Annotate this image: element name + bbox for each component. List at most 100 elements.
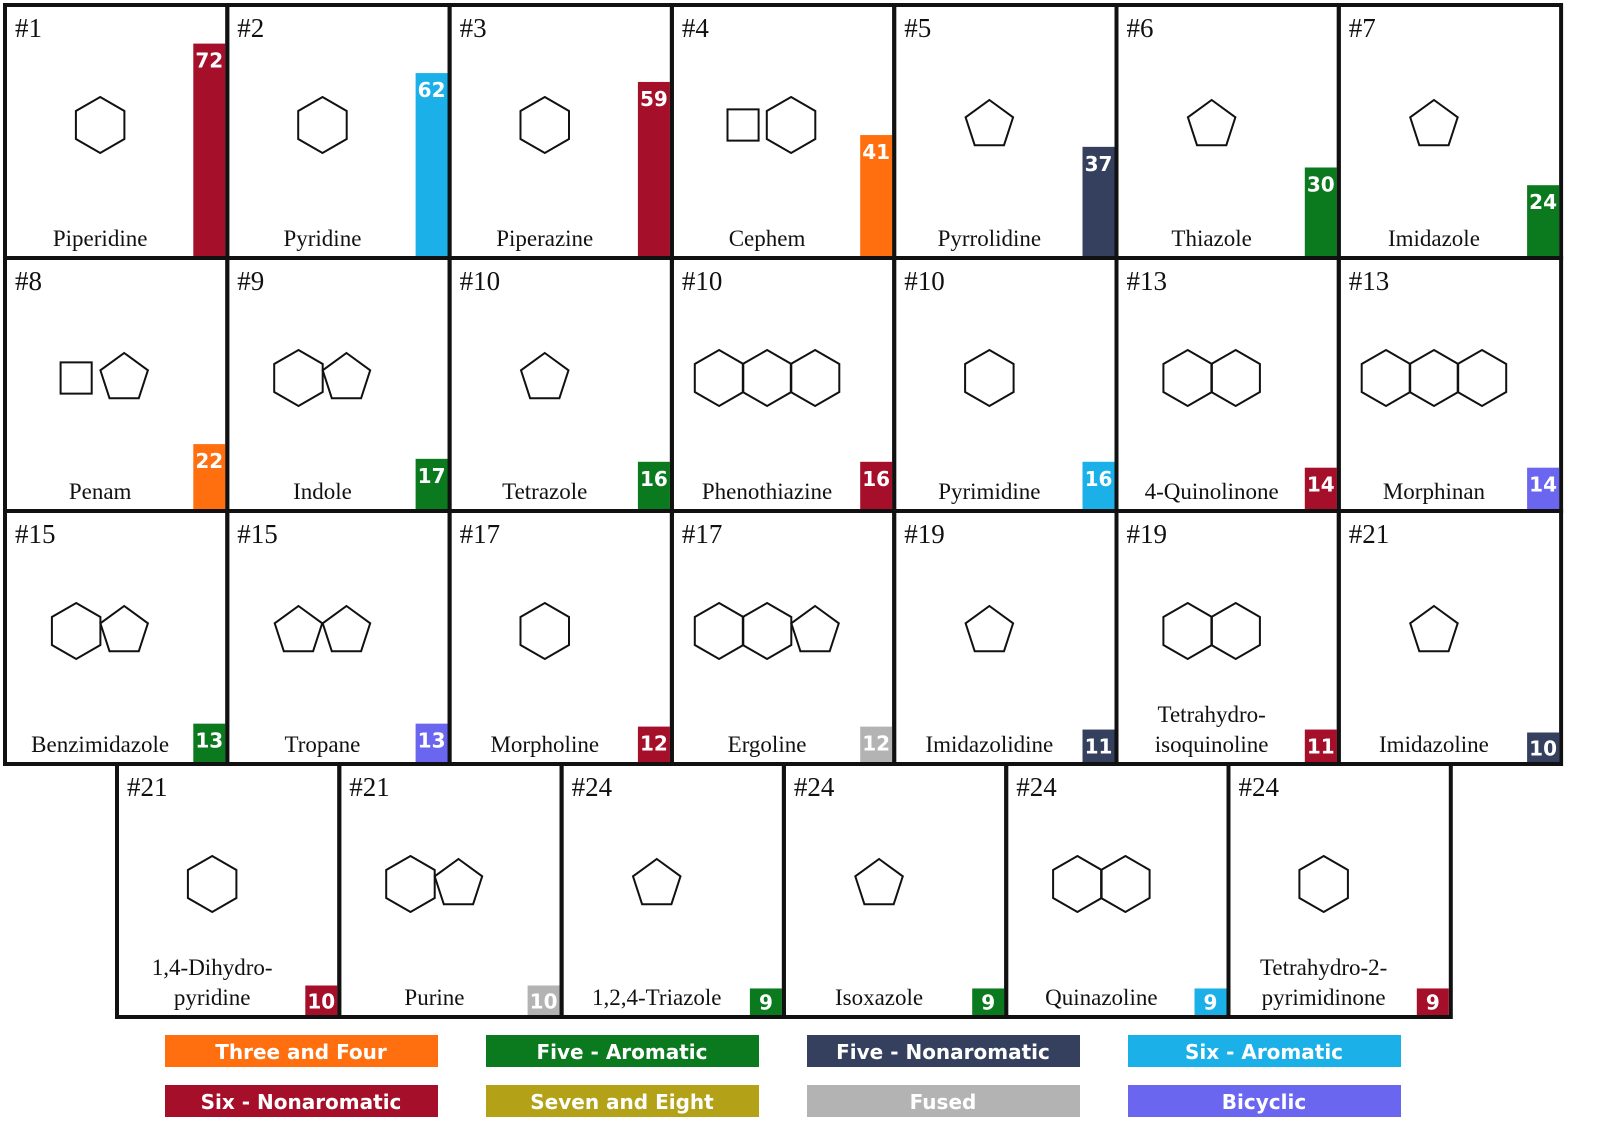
rank: #21 xyxy=(127,772,168,802)
rank: #10 xyxy=(904,266,945,296)
bar xyxy=(637,81,670,256)
structure xyxy=(1298,854,1349,914)
bar xyxy=(415,458,448,509)
structure xyxy=(519,351,570,400)
legend-swatch xyxy=(486,1035,759,1067)
structure xyxy=(321,351,372,400)
legend-label: Three and Four xyxy=(215,1040,387,1064)
bar xyxy=(527,985,560,1015)
cell-name: Benzimidazole xyxy=(31,732,169,757)
cell-name: Tetrahydro-2- xyxy=(1260,955,1387,980)
structure xyxy=(1100,854,1151,914)
legend-label: Five - Nonaromatic xyxy=(836,1040,1050,1064)
cell xyxy=(1226,762,1453,1019)
bar-label: 9 xyxy=(1426,991,1440,1015)
bar xyxy=(193,723,226,762)
cell-name: Isoxazole xyxy=(835,985,923,1010)
bar-label: 13 xyxy=(195,729,223,753)
structure xyxy=(1408,348,1460,408)
legend-swatch xyxy=(165,1085,438,1117)
bar xyxy=(860,461,893,509)
cell-name: Ergoline xyxy=(728,732,807,757)
structure xyxy=(1162,601,1213,661)
bar xyxy=(1416,988,1449,1015)
bar xyxy=(860,726,893,762)
structure xyxy=(1360,348,1412,408)
bar-label: 16 xyxy=(640,467,668,491)
rank: #8 xyxy=(15,266,42,296)
bar-label: 30 xyxy=(1307,173,1335,197)
bar-label: 16 xyxy=(1085,467,1113,491)
rank: #6 xyxy=(1127,13,1154,43)
bar xyxy=(972,988,1005,1015)
structure xyxy=(765,95,817,155)
bar-label: 17 xyxy=(418,464,446,488)
structure xyxy=(789,348,841,408)
structure xyxy=(1210,348,1261,408)
rank: #21 xyxy=(349,772,390,802)
legend-label: Six - Aromatic xyxy=(1185,1040,1343,1064)
bar-label: 11 xyxy=(1085,735,1113,759)
structure xyxy=(59,361,93,395)
cell-name: isoquinoline xyxy=(1155,732,1269,757)
rank: #9 xyxy=(237,266,264,296)
rank: #13 xyxy=(1349,266,1390,296)
bar xyxy=(637,461,670,509)
rank: #24 xyxy=(572,772,613,802)
structure xyxy=(50,601,102,661)
rank: #7 xyxy=(1349,13,1376,43)
cell-name: pyrimidinone xyxy=(1262,985,1386,1010)
cell-name: Tropane xyxy=(285,732,361,757)
rank: #17 xyxy=(460,519,501,549)
bar xyxy=(749,988,782,1015)
bar xyxy=(305,985,338,1015)
cell-name: Quinazoline xyxy=(1045,985,1157,1010)
structure xyxy=(519,95,570,155)
bar xyxy=(1194,988,1227,1015)
bar-label: 12 xyxy=(862,732,890,756)
structure xyxy=(1456,348,1508,408)
legend-swatch xyxy=(165,1035,438,1067)
bar-label: 14 xyxy=(1529,473,1557,497)
cell-name: 4-Quinolinone xyxy=(1145,479,1279,504)
rank: #24 xyxy=(1016,772,1057,802)
legend-swatch xyxy=(1128,1035,1401,1067)
rank: #15 xyxy=(15,519,56,549)
cell-name: Imidazoline xyxy=(1379,732,1489,757)
bar-label: 24 xyxy=(1529,190,1557,214)
bar xyxy=(1527,185,1560,256)
structure xyxy=(186,854,238,914)
rank: #10 xyxy=(682,266,723,296)
bar xyxy=(860,135,893,256)
structure xyxy=(854,857,904,906)
bar-label: 13 xyxy=(418,729,446,753)
structure xyxy=(1409,604,1459,653)
rank: #4 xyxy=(682,13,710,43)
legend-label: Six - Nonaromatic xyxy=(201,1090,402,1114)
rank: #17 xyxy=(682,519,723,549)
bar xyxy=(1082,729,1115,762)
structure xyxy=(433,857,484,906)
bar xyxy=(637,726,670,762)
cell-name: Purine xyxy=(404,985,464,1010)
structure xyxy=(964,604,1015,653)
structure xyxy=(1409,98,1459,147)
cell-name: 1,2,4-Triazole xyxy=(592,985,721,1010)
structure xyxy=(273,604,324,653)
bar-label: 9 xyxy=(981,991,995,1015)
rank: #15 xyxy=(237,519,277,549)
structure xyxy=(1052,854,1103,914)
structure xyxy=(741,348,793,408)
structure xyxy=(519,601,570,661)
structure xyxy=(74,95,126,155)
bar-label: 14 xyxy=(1307,473,1335,497)
cell-name: Indole xyxy=(293,479,352,504)
cell-name: Cephem xyxy=(729,226,806,251)
structure xyxy=(297,95,348,155)
legend-label: Five - Aromatic xyxy=(536,1040,707,1064)
rank: #19 xyxy=(1127,519,1168,549)
bar xyxy=(1082,461,1115,509)
rank: #21 xyxy=(1349,519,1390,549)
legend-swatch xyxy=(486,1085,759,1117)
